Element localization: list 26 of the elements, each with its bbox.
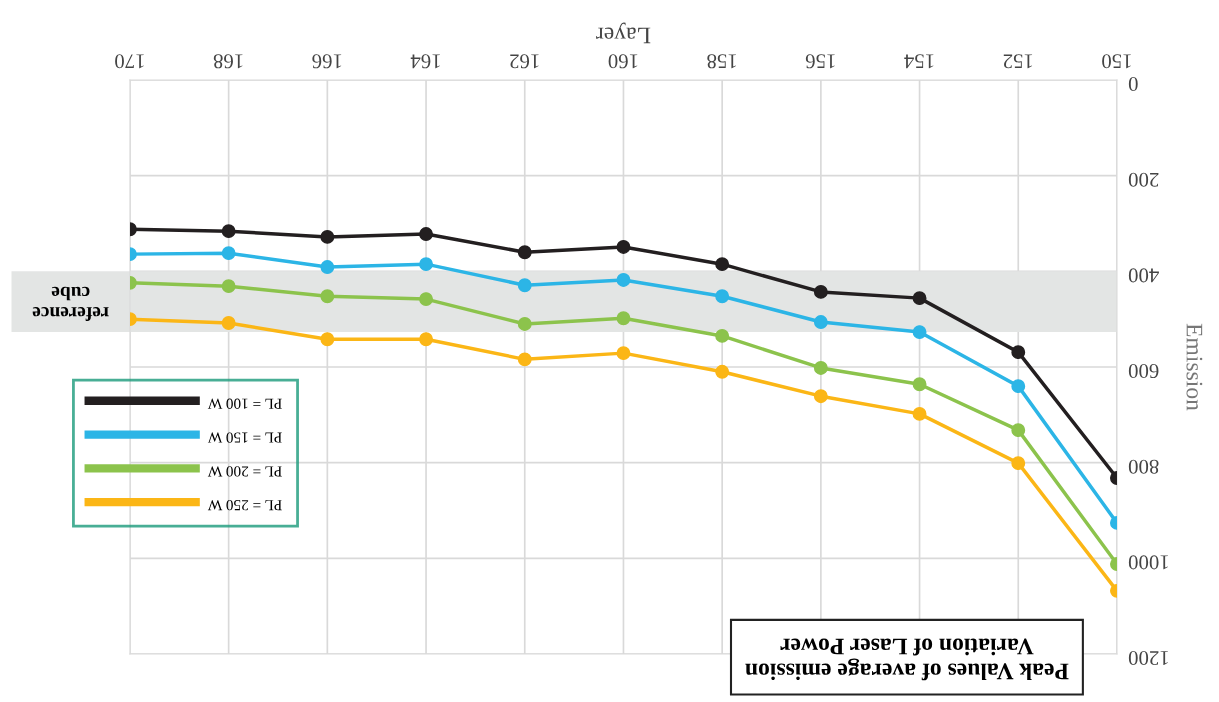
text: PL = 200 W bbox=[207, 466, 282, 477]
text: Peak Values of average emission Variation of Laser Power bbox=[745, 638, 1069, 681]
x-tick-label: 152 bbox=[1003, 54, 1033, 69]
x-tick-label: 170 bbox=[115, 54, 144, 69]
y-tick-label: 0 bbox=[1128, 77, 1138, 92]
x-tick-label: 164 bbox=[410, 54, 440, 69]
x-tick-label: 162 bbox=[510, 54, 539, 69]
y-tick-label: 800 bbox=[1128, 459, 1159, 474]
y-tick-label: 1200 bbox=[1128, 650, 1168, 666]
text: PL = 150 W bbox=[207, 432, 282, 443]
x-tick-label: 168 bbox=[213, 54, 243, 69]
text: PL = 100 W bbox=[207, 398, 282, 409]
x-axis-title: Layer bbox=[596, 22, 651, 44]
y-tick-label: 200 bbox=[1128, 172, 1159, 187]
band-label: reference cube bbox=[32, 286, 109, 321]
x-tick-label: 150 bbox=[1102, 54, 1131, 69]
y-tick-label: 400 bbox=[1128, 268, 1159, 283]
y-tick-label: 1000 bbox=[1128, 555, 1168, 570]
x-tick-label: 156 bbox=[805, 54, 835, 69]
text: PL = 250 W bbox=[207, 499, 282, 511]
x-tick-label: 160 bbox=[608, 54, 638, 69]
y-axis-title: Emission bbox=[1186, 323, 1203, 411]
x-tick-label: 158 bbox=[707, 54, 736, 69]
x-tick-label: 154 bbox=[904, 54, 934, 69]
x-tick-label: 166 bbox=[312, 54, 342, 69]
y-tick-label: 600 bbox=[1128, 364, 1159, 379]
